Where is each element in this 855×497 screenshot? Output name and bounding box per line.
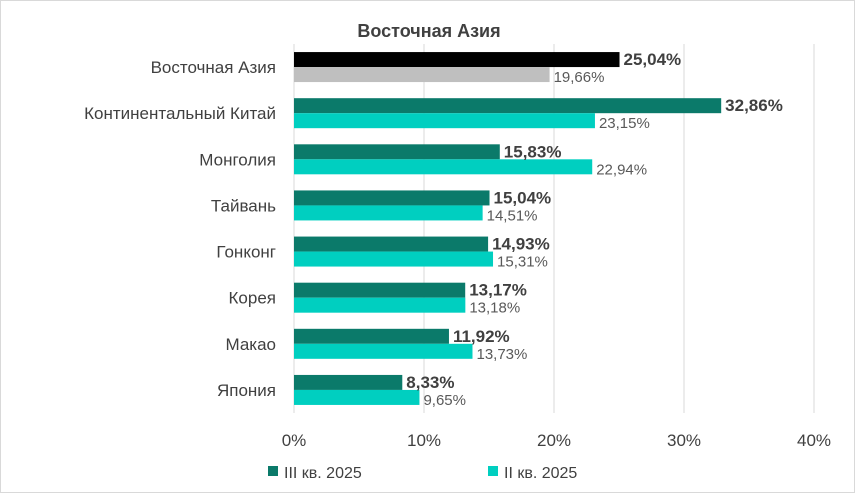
chart-title: Восточная Азия bbox=[357, 21, 500, 41]
bar-q3 bbox=[294, 328, 449, 344]
data-labels: 25,04% 19,66% 32,86% 23,15% 15,83% 22,94% 15,0… bbox=[406, 50, 783, 409]
x-tick-label: 40% bbox=[797, 431, 831, 450]
category-label: Восточная Азия bbox=[151, 58, 276, 77]
bar-q3 bbox=[294, 98, 722, 114]
category-label: Корея bbox=[229, 289, 276, 308]
data-label-q2: 14,51% bbox=[487, 207, 538, 224]
data-label-q2: 23,15% bbox=[599, 115, 650, 132]
category-label: Монголия bbox=[199, 150, 276, 169]
data-label-q3: 25,04% bbox=[624, 50, 682, 69]
bars bbox=[294, 52, 722, 405]
data-label-q2: 13,18% bbox=[469, 300, 520, 317]
data-label-q3: 15,83% bbox=[504, 142, 562, 161]
bar-q3 bbox=[294, 190, 490, 206]
x-tick-label: 30% bbox=[667, 431, 701, 450]
bar-q2 bbox=[294, 297, 466, 313]
bar-q3 bbox=[294, 52, 620, 68]
legend-label-q2: II кв. 2025 bbox=[504, 465, 577, 482]
x-tick-label: 10% bbox=[407, 431, 441, 450]
bar-q2 bbox=[294, 389, 420, 405]
data-label-q3: 8,33% bbox=[406, 373, 454, 392]
category-label: Тайвань bbox=[211, 196, 276, 215]
legend-swatch-q3 bbox=[268, 466, 278, 476]
bar-q2 bbox=[294, 251, 494, 267]
bar-q2 bbox=[294, 343, 473, 359]
legend: III кв. 2025 II кв. 2025 bbox=[268, 465, 577, 482]
category-label: Гонконг bbox=[216, 243, 276, 262]
data-label-q2: 15,31% bbox=[497, 254, 548, 271]
bar-q2 bbox=[294, 159, 593, 175]
x-tick-label: 20% bbox=[537, 431, 571, 450]
data-label-q2: 9,65% bbox=[423, 392, 466, 409]
data-label-q2: 13,73% bbox=[476, 346, 527, 363]
x-tick-label: 0% bbox=[282, 431, 307, 450]
data-label-q2: 19,66% bbox=[554, 69, 605, 86]
data-label-q3: 11,92% bbox=[453, 327, 510, 346]
bar-q3 bbox=[294, 374, 403, 390]
bar-q3 bbox=[294, 236, 489, 252]
category-labels: Восточная Азия Континентальный Китай Монго… bbox=[84, 58, 276, 400]
data-label-q3: 15,04% bbox=[494, 188, 552, 207]
bar-q2 bbox=[294, 205, 483, 221]
bar-q3 bbox=[294, 282, 466, 298]
bar-q3 bbox=[294, 144, 500, 160]
data-label-q3: 32,86% bbox=[725, 96, 783, 115]
bar-q2 bbox=[294, 113, 595, 129]
category-label: Континентальный Китай bbox=[84, 104, 276, 123]
category-label: Макао bbox=[225, 335, 276, 354]
data-label-q3: 14,93% bbox=[492, 235, 550, 254]
data-label-q3: 13,17% bbox=[469, 281, 527, 300]
category-label: Япония bbox=[217, 381, 276, 400]
legend-label-q3: III кв. 2025 bbox=[284, 465, 362, 482]
bar-q2 bbox=[294, 67, 550, 83]
legend-swatch-q2 bbox=[488, 466, 498, 476]
x-axis-ticks: 0% 10% 20% 30% 40% bbox=[282, 431, 831, 450]
data-label-q2: 22,94% bbox=[596, 161, 647, 178]
